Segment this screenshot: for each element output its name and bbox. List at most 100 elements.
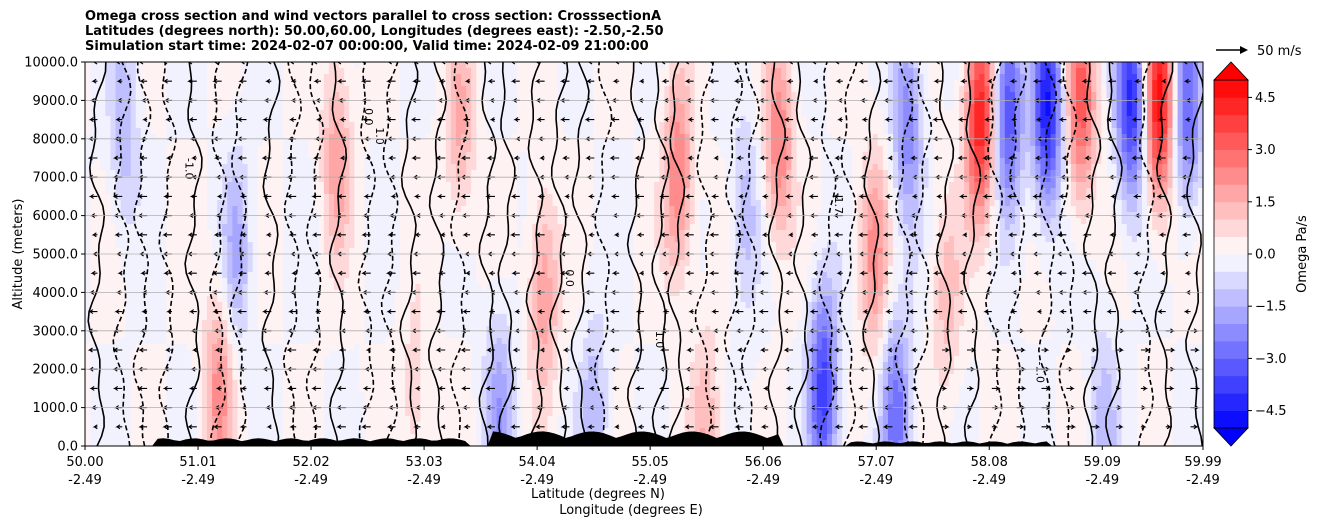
omega-cell (455, 110, 462, 117)
omega-cell (181, 146, 188, 153)
omega-cell (1070, 116, 1077, 123)
omega-cell (1111, 146, 1118, 153)
omega-cell (608, 182, 615, 189)
omega-cell (461, 74, 467, 81)
omega-cell (262, 152, 269, 159)
omega-cell (1060, 176, 1067, 183)
omega-cell (644, 80, 650, 87)
omega-cell (1142, 86, 1148, 93)
omega-cell (440, 170, 447, 177)
omega-cell (562, 188, 569, 195)
omega-cell (328, 194, 335, 201)
omega-cell (1192, 128, 1199, 135)
omega-cell (826, 140, 833, 147)
omega-cell (1172, 182, 1179, 189)
omega-cell (201, 68, 208, 75)
omega-cell (644, 68, 650, 75)
omega-cell (232, 62, 239, 69)
omega-cell (953, 158, 960, 165)
omega-cell (908, 146, 914, 153)
omega-cell (832, 128, 838, 135)
omega-cell (542, 128, 549, 135)
omega-cell (95, 134, 101, 141)
omega-cell (638, 128, 645, 135)
omega-cell (313, 188, 320, 195)
omega-cell (628, 176, 635, 183)
omega-cell (771, 158, 777, 165)
omega-cell (857, 104, 864, 111)
omega-cell (308, 122, 315, 129)
omega-cell (867, 92, 874, 99)
omega-cell (715, 104, 721, 111)
omega-cell (130, 194, 137, 201)
omega-cell (344, 134, 350, 141)
omega-cell (572, 68, 579, 75)
omega-cell (1101, 62, 1108, 69)
omega-cell (354, 86, 361, 93)
omega-cell (1065, 98, 1072, 105)
omega-cell (908, 182, 914, 189)
omega-cell (374, 128, 381, 135)
omega-cell (1025, 104, 1031, 111)
omega-cell (847, 134, 853, 141)
omega-cell (298, 164, 305, 171)
omega-cell (588, 74, 594, 81)
omega-cell (506, 92, 513, 99)
omega-cell (862, 128, 869, 135)
omega-cell (1070, 152, 1077, 159)
omega-cell (1177, 104, 1184, 111)
omega-cell (832, 74, 838, 81)
omega-cell (1147, 80, 1153, 87)
omega-cell (730, 194, 737, 201)
omega-cell (115, 176, 122, 183)
omega-cell (389, 146, 396, 153)
omega-cell (674, 122, 681, 129)
omega-cell (1070, 164, 1077, 171)
omega-cell (1126, 74, 1133, 81)
omega-cell (1101, 116, 1108, 123)
omega-cell (664, 134, 671, 141)
omega-cell (151, 146, 157, 153)
omega-cell (328, 170, 335, 177)
omega-cell (577, 188, 584, 195)
omega-cell (765, 194, 772, 201)
omega-cell (374, 140, 381, 147)
omega-cell (100, 68, 106, 75)
omega-cell (450, 116, 457, 123)
omega-cell (984, 62, 991, 69)
omega-cell (384, 176, 391, 183)
omega-cell (130, 104, 137, 111)
omega-cell (699, 86, 706, 93)
omega-cell (425, 110, 432, 117)
omega-cell (760, 98, 767, 105)
omega-cell (110, 128, 117, 135)
omega-cell (948, 86, 955, 93)
omega-cell (1065, 68, 1072, 75)
omega-cell (151, 104, 157, 111)
omega-cell (1177, 158, 1184, 165)
omega-cell (506, 170, 513, 177)
omega-cell (369, 182, 376, 189)
omega-cell (684, 62, 691, 69)
omega-cell (577, 74, 584, 81)
omega-cell (654, 92, 660, 99)
omega-cell (877, 176, 884, 183)
omega-cell (1014, 122, 1021, 129)
omega-cell (95, 170, 101, 177)
omega-cell (176, 152, 183, 159)
omega-cell (252, 158, 259, 165)
omega-cell (562, 152, 569, 159)
omega-cell (359, 104, 366, 111)
omega-cell (323, 116, 330, 123)
omega-cell (771, 134, 777, 141)
omega-cell (212, 146, 218, 153)
omega-cell (1014, 146, 1021, 153)
omega-cell (120, 182, 127, 189)
omega-cell (212, 134, 218, 141)
omega-cell (308, 158, 315, 165)
omega-cell (781, 116, 787, 123)
omega-cell (1045, 176, 1052, 183)
omega-cell (1086, 134, 1092, 141)
omega-cell (1025, 170, 1031, 177)
omega-cell (90, 104, 96, 111)
